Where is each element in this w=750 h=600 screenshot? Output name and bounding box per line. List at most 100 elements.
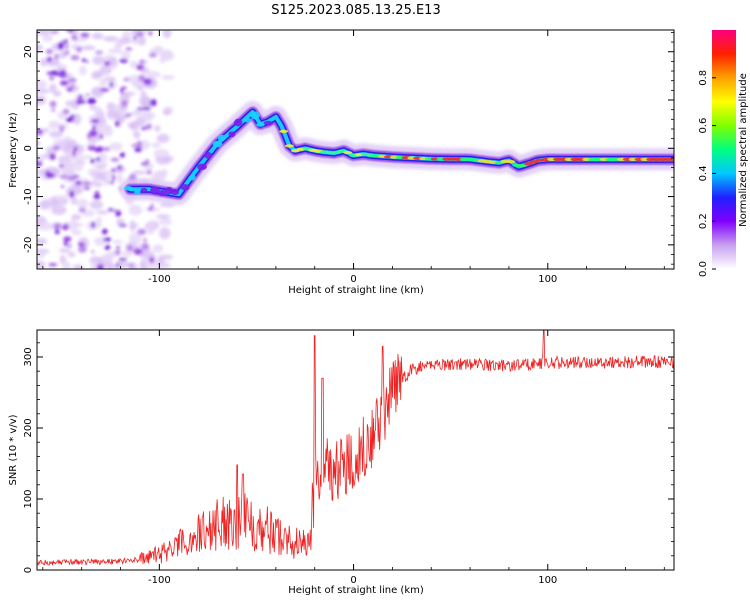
noise-spot [138, 74, 146, 82]
noise-spot [67, 243, 72, 248]
noise-blob [72, 264, 84, 269]
noise-spot [96, 157, 101, 162]
noise-blob [151, 142, 161, 148]
ridge-hot-spot [669, 157, 674, 161]
noise-blob [41, 128, 50, 133]
noise-blob [159, 55, 167, 64]
noise-blob [108, 56, 117, 66]
noise-blob [116, 218, 125, 226]
noise-blob [120, 51, 131, 60]
noise-spot [53, 145, 60, 151]
noise-blob [122, 250, 132, 258]
noise-spot [136, 107, 144, 111]
noise-spot [137, 228, 147, 235]
noise-blob [153, 148, 170, 159]
noise-spot [140, 127, 147, 131]
noise-spot [61, 40, 68, 44]
noise-blob [131, 38, 140, 45]
noise-spot [76, 46, 83, 53]
ridge-blob [228, 131, 236, 138]
ridge-blob [256, 122, 265, 127]
noise-blob [128, 204, 143, 216]
noise-blob [58, 248, 71, 253]
spectrogram-y-tick-label: 20 [23, 45, 34, 58]
noise-spot [64, 240, 68, 247]
noise-spot [89, 129, 98, 137]
noise-spot [94, 148, 104, 153]
noise-blob [140, 90, 147, 98]
noise-spot [51, 70, 59, 76]
noise-blob [152, 244, 164, 253]
noise-spot [133, 248, 143, 255]
noise-blob [82, 45, 96, 51]
noise-spot [91, 250, 95, 254]
noise-blob [76, 198, 89, 209]
noise-blob [37, 44, 43, 52]
ridge-blob [158, 189, 167, 197]
noise-spot [91, 221, 96, 229]
noise-spot [83, 186, 91, 190]
ridge-blob [188, 174, 196, 181]
ridge-blob [243, 117, 252, 123]
noise-blob [107, 48, 123, 54]
noise-spot [59, 125, 65, 133]
noise-spot [49, 75, 55, 81]
noise-blob [106, 110, 120, 120]
noise-spot [54, 53, 59, 61]
noise-blob [91, 32, 104, 40]
noise-spot [134, 147, 143, 153]
noise-spot [125, 47, 133, 51]
noise-blob [87, 168, 101, 176]
noise-blob [95, 172, 106, 181]
noise-spot [141, 243, 150, 250]
noise-spot [45, 170, 51, 178]
noise-spot [118, 223, 127, 227]
noise-spot [149, 256, 155, 263]
noise-blob [147, 220, 156, 231]
noise-blob [37, 79, 47, 91]
noise-blob [135, 116, 146, 127]
figure-title: S125.2023.085.13.25.E13 [271, 3, 440, 18]
noise-spot [102, 228, 108, 235]
ridge-blob [212, 140, 223, 148]
noise-blob [133, 130, 141, 139]
noise-blob [37, 250, 46, 259]
noise-spot [78, 245, 87, 253]
noise-spot [90, 118, 100, 124]
noise-spot [57, 42, 64, 50]
noise-spot [46, 56, 53, 63]
noise-spot [136, 140, 143, 148]
noise-blob [64, 136, 72, 143]
ridge-blob [250, 111, 260, 120]
colorbar: 0.0 0.2 0.4 0.6 0.8 Normalized spectral ampl… [698, 30, 749, 277]
noise-blob [112, 239, 124, 244]
noise-spot [77, 94, 83, 101]
noise-blob [37, 154, 45, 164]
noise-spot [60, 185, 65, 188]
ridge-blob [233, 118, 243, 127]
noise-blob [145, 71, 161, 79]
noise-spot [115, 120, 120, 127]
noise-spot [124, 113, 132, 118]
noise-spot [100, 88, 110, 92]
noise-blob [102, 126, 114, 137]
noise-spot [81, 58, 87, 62]
noise-blob [106, 102, 116, 112]
noise-blob [129, 60, 139, 69]
noise-blob [128, 262, 138, 269]
noise-blob [37, 260, 46, 269]
noise-spot [54, 228, 60, 235]
noise-spot [136, 64, 145, 71]
noise-blob [137, 85, 144, 91]
ridge-blob [140, 187, 148, 193]
noise-spot [115, 261, 120, 269]
ridge-blob [197, 163, 207, 171]
snr-axes: -100 0 100 0 100 200 300 [23, 330, 674, 586]
spectrogram-y-tick-label: 0 [23, 145, 34, 151]
noise-spot [66, 87, 73, 92]
noise-blob [155, 214, 171, 219]
noise-blob [67, 251, 76, 258]
noise-spot [107, 208, 114, 212]
spectrogram-frame [36, 29, 675, 270]
